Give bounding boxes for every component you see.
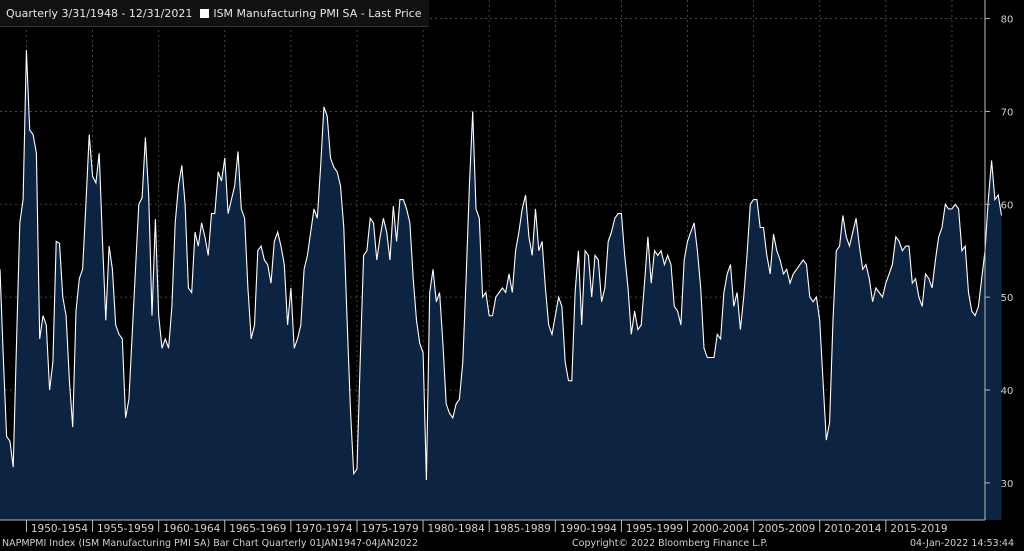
y-tick-label: 50 (1001, 293, 1014, 304)
y-tick-label: 60 (1001, 200, 1014, 211)
footer-copyright: Copyright© 2022 Bloomberg Finance L.P. (572, 538, 768, 549)
y-tick-label: 40 (1001, 386, 1014, 397)
legend-series-label: ISM Manufacturing PMI SA - Last Price (213, 6, 422, 20)
x-tick-label: 1985-1989 (494, 523, 551, 535)
y-tick-label: 70 (1001, 107, 1014, 118)
x-tick-label: 2000-2004 (692, 523, 750, 535)
footer-bar: NAPMPMI Index (ISM Manufacturing PMI SA)… (0, 537, 1024, 551)
legend-swatch-icon (200, 8, 210, 18)
x-tick-label: 1950-1954 (31, 523, 89, 535)
x-tick-label: 1960-1964 (163, 523, 221, 535)
chart-legend: Quarterly 3/31/1948 - 12/31/2021 ISM Man… (0, 0, 430, 27)
y-axis: 30 40 50 60 70 80 (984, 0, 1014, 520)
footer-description: NAPMPMI Index (ISM Manufacturing PMI SA)… (2, 538, 419, 549)
x-tick-label: 1965-1969 (229, 523, 286, 535)
x-tick-label: 2010-2014 (824, 523, 882, 535)
y-tick-label: 80 (1001, 15, 1014, 26)
x-tick-label: 1980-1984 (428, 523, 486, 535)
x-tick-label: 2005-2009 (758, 523, 815, 535)
x-tick-label: 1990-1994 (560, 523, 618, 535)
footer-timestamp: 04-Jan-2022 14:53:44 (910, 538, 1014, 549)
x-tick-label: 1975-1979 (361, 523, 418, 535)
x-tick-label: 2015-2019 (890, 523, 947, 535)
x-tick-label: 1955-1959 (97, 523, 154, 535)
x-tick-label: 1995-1999 (626, 523, 683, 535)
y-tick-label: 30 (1001, 479, 1014, 490)
series-line (0, 50, 1003, 481)
period-label: Quarterly 3/31/1948 - 12/31/2021 (6, 6, 193, 20)
area-fill (0, 50, 1002, 520)
x-axis: 1950-1954 1955-1959 1960-1964 1965-1969 1970… (0, 519, 985, 535)
x-tick-label: 1970-1974 (295, 523, 353, 535)
